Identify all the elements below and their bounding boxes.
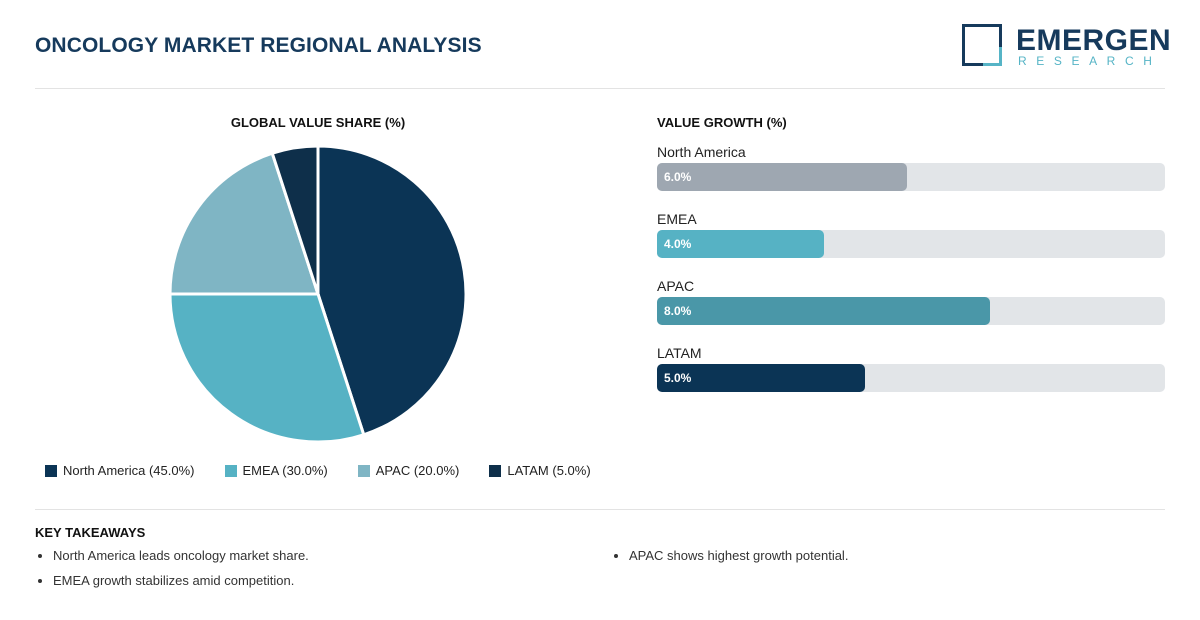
bar-track: 5.0%: [657, 364, 1165, 392]
page-title: ONCOLOGY MARKET REGIONAL ANALYSIS: [35, 34, 482, 57]
pie-slice-apac: [168, 151, 321, 296]
bar-track: 4.0%: [657, 230, 1165, 258]
bar-category-label: APAC: [657, 278, 695, 294]
section-divider: [35, 509, 1165, 510]
bar-category-label: EMEA: [657, 211, 697, 227]
pie-legend: North America (45.0%) EMEA (30.0%) APAC …: [45, 463, 621, 478]
legend-label: APAC (20.0%): [375, 463, 460, 478]
key-takeaways-title: KEY TAKEAWAYS: [35, 525, 146, 540]
pie-chart-title: GLOBAL VALUE SHARE (%): [230, 115, 406, 130]
legend-item-latam: LATAM (5.0%): [489, 463, 591, 478]
bar-category-label: LATAM: [657, 345, 702, 361]
pie-slice-latam: [270, 144, 320, 295]
legend-swatch: [224, 464, 237, 477]
bar-row-apac: APAC 8.0%: [657, 277, 1165, 325]
takeaway-item: APAC shows highest growth potential.: [629, 548, 848, 564]
logo-wordmark: EMERGEN: [1016, 24, 1172, 57]
bar-track: 8.0%: [657, 297, 1165, 325]
legend-item-apac: APAC (20.0%): [357, 463, 460, 478]
takeaways-list-right: APAC shows highest growth potential.: [611, 548, 848, 573]
bar-row-emea: EMEA 4.0%: [657, 210, 1165, 258]
legend-swatch: [357, 464, 370, 477]
pie-slice-emea: [168, 292, 366, 444]
header-divider: [35, 88, 1165, 89]
legend-label: LATAM (5.0%): [507, 463, 591, 478]
bar-fill-apac: 8.0%: [657, 297, 991, 325]
takeaway-item: EMEA growth stabilizes amid competition.: [53, 573, 309, 589]
legend-label: EMEA (30.0%): [242, 463, 328, 478]
bar-category-label: North America: [657, 144, 746, 160]
pie-slice-north-america: [316, 144, 468, 437]
logo-subtitle: RESEARCH: [1018, 54, 1162, 68]
emergen-research-logo: EMERGEN RESEARCH: [962, 24, 1171, 72]
takeaways-list-left: North America leads oncology market shar…: [35, 548, 309, 598]
bar-row-north-america: North America 6.0%: [657, 143, 1165, 191]
bar-fill-emea: 4.0%: [657, 230, 824, 258]
legend-item-emea: EMEA (30.0%): [224, 463, 328, 478]
takeaway-item: North America leads oncology market shar…: [53, 548, 309, 564]
bar-row-latam: LATAM 5.0%: [657, 344, 1165, 392]
bar-chart-title: VALUE GROWTH (%): [657, 115, 787, 130]
legend-item-north-america: North America (45.0%): [45, 463, 195, 478]
bar-fill-north-america: 6.0%: [657, 163, 907, 191]
logo-mark-icon: [962, 24, 1002, 66]
legend-swatch: [489, 464, 502, 477]
legend-label: North America (45.0%): [63, 463, 195, 478]
bar-track: 6.0%: [657, 163, 1165, 191]
pie-chart: [168, 144, 468, 444]
legend-swatch: [45, 464, 57, 477]
bar-fill-latam: 5.0%: [657, 364, 866, 392]
